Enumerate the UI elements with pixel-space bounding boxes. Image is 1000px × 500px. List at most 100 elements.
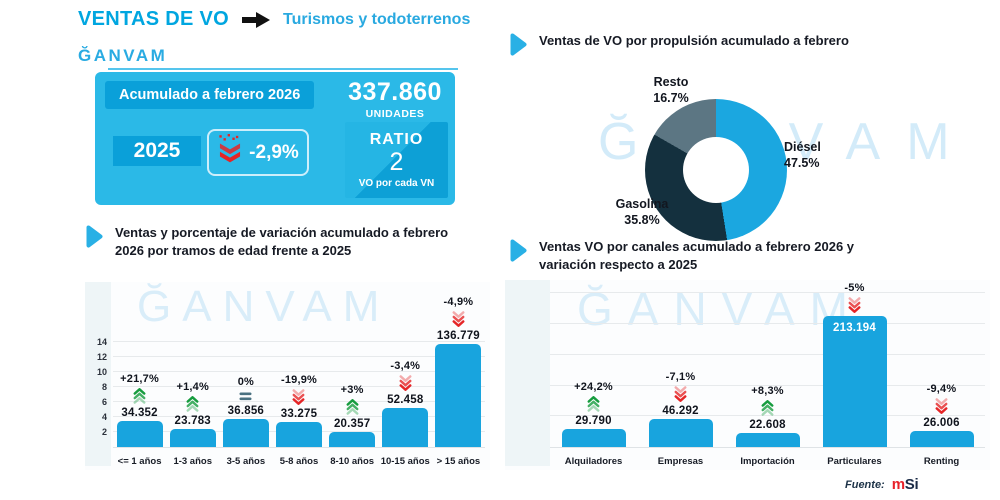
trend-up-icon	[587, 396, 600, 412]
age-section-title: Ventas y porcentaje de variación acumula…	[115, 225, 449, 259]
trend-down-icon	[292, 389, 305, 405]
slice-percentage: 47.5%	[784, 156, 820, 171]
bar-column-3-5 años: 0% 36.856	[219, 282, 272, 447]
total-units: 337.860 UNIDADES	[340, 78, 450, 120]
msi-logo-rest: Si	[904, 476, 919, 493]
logo-underline	[108, 68, 458, 70]
trend-up-icon	[186, 396, 199, 412]
trend-down-icon	[452, 311, 465, 327]
gridline	[113, 341, 485, 342]
x-axis-category-label: Alquiladores	[564, 456, 623, 467]
value-label: 52.458	[387, 394, 424, 406]
x-axis-category-label: Renting	[923, 456, 960, 467]
trend-down-icon	[848, 297, 861, 313]
source-label: Fuente:	[845, 478, 885, 491]
channels-chart-x-axis: Alquiladores Empresas Importación Particula…	[550, 450, 985, 470]
compare-year-chip: 2025	[113, 136, 201, 166]
page-title: VENTAS DE VO	[78, 8, 230, 30]
bar	[329, 432, 376, 447]
change-label: -4,9%	[443, 296, 474, 308]
gridline	[113, 356, 485, 357]
bar-column-> 15 años: -4,9% 136.779	[432, 282, 485, 447]
channels-chart-plot: +24,2% 29.790 -7,1% 46.292 +8,3% 22.608 -5% 213…	[550, 280, 985, 448]
bar	[735, 433, 800, 447]
value-label-inside: 213.194	[833, 322, 876, 334]
period-badge: Acumulado a febrero 2026	[105, 81, 315, 109]
y-axis-tick-label: 2	[101, 427, 107, 437]
change-label: -3,4%	[390, 360, 421, 372]
donut-label-Gasolina: Gasolina 35.8%	[600, 196, 684, 229]
gridline	[113, 386, 485, 387]
x-axis-category-label: 10-15 años	[380, 456, 430, 467]
bar	[116, 421, 163, 447]
change-label: +3%	[340, 384, 364, 396]
total-units-label: UNIDADES	[365, 108, 425, 120]
play-icon	[86, 225, 103, 253]
bar	[909, 431, 974, 447]
age-section-header: Ventas y porcentaje de variación acumula…	[86, 224, 466, 261]
gridline	[550, 323, 985, 324]
value-label: 36.856	[227, 405, 265, 417]
change-label: -7,1%	[665, 371, 696, 383]
value-label: 136.779	[436, 330, 480, 342]
play-icon	[510, 239, 527, 267]
bar	[169, 429, 216, 447]
axis-strip	[85, 282, 111, 466]
bar-column-Particulares: -5% 213.194	[811, 280, 898, 447]
change-label: 0%	[237, 376, 254, 388]
donut-label-Diésel: Diésel 47.5%	[784, 139, 821, 172]
x-axis-category-label: Particulares	[827, 456, 882, 467]
trend-down-icon	[674, 386, 687, 402]
trend-down-icon	[399, 375, 412, 391]
change-label: -9,4%	[926, 383, 957, 395]
slice-percentage: 16.7%	[653, 91, 689, 106]
value-label: 22.608	[749, 419, 786, 431]
value-label: 23.783	[174, 415, 211, 427]
value-label: 26.006	[923, 417, 960, 429]
x-axis-category-label: 3-5 años	[226, 456, 266, 467]
ratio-value: 2	[389, 148, 404, 177]
x-axis-category-label: 5-8 años	[279, 456, 319, 467]
summary-box: Acumulado a febrero 2026 337.860 UNIDADE…	[95, 72, 455, 205]
change-label: -19,9%	[280, 374, 318, 386]
ratio-box: RATIO 2 VO por cada VN	[345, 122, 448, 198]
y-axis-tick-label: 8	[101, 382, 107, 392]
gridline	[550, 385, 985, 386]
y-axis-tick-label: 14	[96, 337, 107, 347]
y-axis-tick-label: 6	[101, 397, 107, 407]
value-label: 33.275	[280, 408, 318, 420]
value-label: 46.292	[662, 405, 699, 417]
bar: 213.194	[822, 316, 887, 447]
x-axis-category-label: 1-3 años	[173, 456, 212, 467]
trend-equal-icon	[239, 391, 252, 402]
age-chart-plot: +21,7% 34.352 +1,4% 23.783 0% 36.856 -19,9% 33…	[113, 282, 485, 448]
age-chart-x-axis: <= 1 años 1-3 años 3-5 años 5-8 años 8-10 añ…	[113, 450, 485, 470]
y-axis-tick-label: 12	[96, 352, 107, 362]
channels-bar-chart: ĞANVAM +24,2% 29.790 -7,1% 46.292 +8,3% 22.60…	[505, 280, 990, 470]
total-units-value: 337.860	[348, 78, 442, 106]
change-label: +1,4%	[176, 381, 209, 393]
value-label: 20.357	[333, 418, 371, 430]
channels-section-title: Ventas VO por canales acumulado a febrer…	[539, 239, 855, 273]
bar-column-Alquiladores: +24,2% 29.790	[550, 280, 637, 447]
bar-column-Renting: -9,4% 26.006	[898, 280, 985, 447]
x-axis-category-label: Importación	[740, 456, 795, 467]
y-axis-tick-label: 10	[96, 367, 107, 377]
change-box: -2,9%	[207, 129, 309, 176]
gridline	[550, 354, 985, 355]
slice-name: Resto	[653, 75, 689, 89]
gridline	[550, 415, 985, 416]
value-label: 29.790	[575, 415, 612, 427]
trend-down-icon	[935, 398, 948, 414]
ratio-title: RATIO	[369, 131, 424, 149]
brand-header: VENTAS DE VO Turismos y todoterrenos	[78, 8, 470, 31]
value-label: 34.352	[121, 407, 158, 419]
bar-column-8-10 años: +3% 20.357	[326, 282, 379, 447]
trend-up-icon	[761, 400, 774, 416]
slice-name: Diésel	[784, 140, 821, 154]
channels-section-header: Ventas VO por canales acumulado a febrer…	[510, 238, 980, 275]
slice-name: Gasolina	[615, 197, 669, 211]
bar-column-10-15 años: -3,4% 52.458	[379, 282, 432, 447]
bar-column-5-8 años: -19,9% 33.275	[272, 282, 325, 447]
